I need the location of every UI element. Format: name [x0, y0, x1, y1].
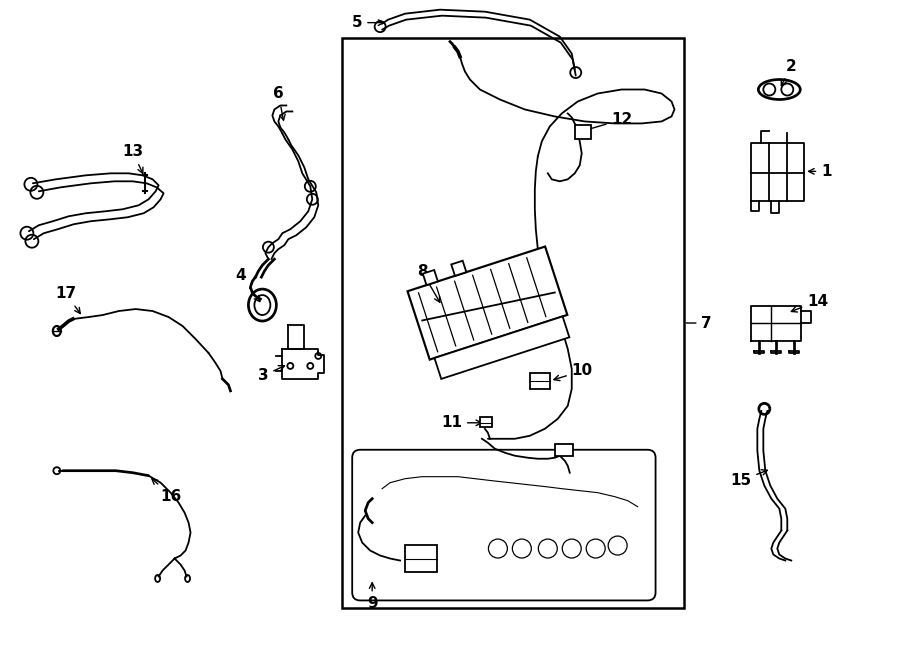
Bar — [575, 126, 590, 139]
Polygon shape — [752, 306, 801, 341]
Bar — [435, 317, 570, 379]
Bar — [530, 373, 550, 389]
Text: 16: 16 — [152, 479, 182, 504]
Bar — [423, 270, 438, 285]
Text: 2: 2 — [781, 59, 797, 86]
Text: 3: 3 — [257, 366, 284, 383]
Bar — [480, 417, 492, 427]
Text: 9: 9 — [367, 583, 377, 611]
Text: 10: 10 — [554, 364, 593, 381]
Polygon shape — [288, 325, 304, 349]
Text: 14: 14 — [791, 293, 828, 312]
Bar — [408, 247, 567, 360]
Text: 1: 1 — [808, 164, 832, 179]
Text: 7: 7 — [687, 315, 712, 330]
Polygon shape — [283, 349, 324, 379]
FancyBboxPatch shape — [352, 449, 655, 600]
Text: 13: 13 — [122, 144, 143, 173]
Polygon shape — [752, 143, 805, 201]
Text: 15: 15 — [730, 470, 768, 488]
Text: 11: 11 — [441, 415, 482, 430]
Text: 12: 12 — [582, 112, 633, 132]
Text: 4: 4 — [235, 268, 260, 301]
Text: 5: 5 — [352, 15, 383, 30]
Text: 6: 6 — [273, 87, 285, 120]
Bar — [451, 260, 466, 276]
Bar — [405, 545, 437, 572]
Text: 17: 17 — [55, 286, 80, 313]
Text: 8: 8 — [417, 264, 440, 302]
Bar — [554, 444, 572, 455]
Bar — [342, 38, 683, 608]
